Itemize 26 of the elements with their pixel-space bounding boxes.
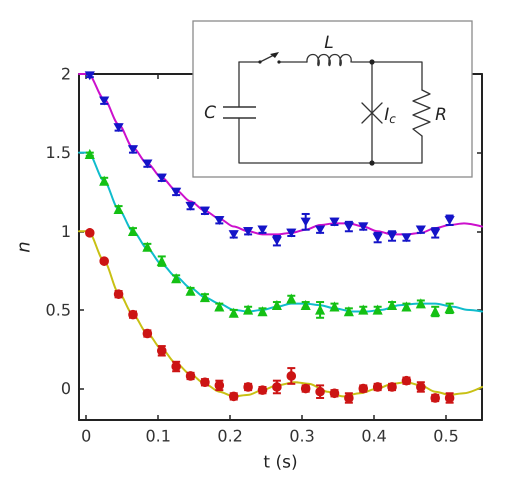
x-tick-label: 0.4 [361,426,387,446]
x-tick-label: 0.5 [433,426,459,446]
point [272,382,282,392]
y-tick-label: 0.5 [46,300,71,320]
annotation: R [435,105,447,125]
point [315,386,325,396]
annotation: C [204,103,216,123]
y-axis-title: n [14,241,34,253]
y-tick-label: 0 [60,379,71,398]
x-tick-label: 0.1 [145,426,171,446]
x-axis-title: t (s) [263,452,298,472]
y-tick-label: 1 [60,222,71,241]
y-tick-label: 1.5 [46,143,71,162]
point [99,256,109,266]
annotation: I$_{c}$ [384,105,396,126]
x-tick-label: 0.2 [217,426,243,446]
point [85,149,95,159]
y-tick-label: 2 [60,64,71,84]
x-tick-label: 0.3 [289,426,315,446]
point [315,305,325,315]
point [85,228,95,238]
text: L [324,33,334,53]
point [85,71,95,80]
point [286,371,296,381]
x-tick-label: 0 [81,426,92,446]
point [300,218,310,226]
